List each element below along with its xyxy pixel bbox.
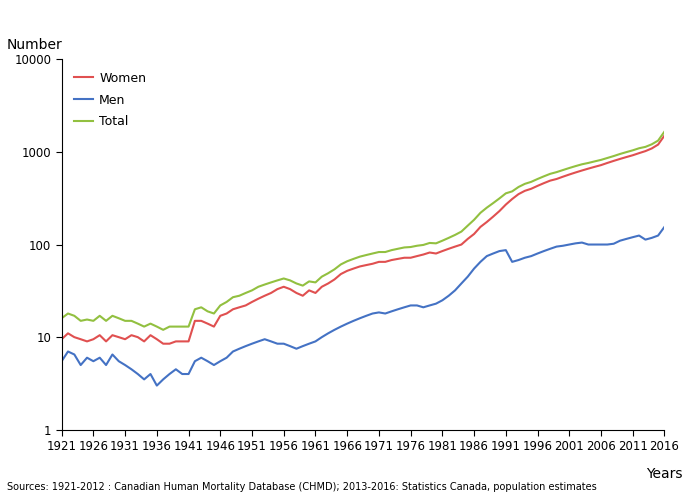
Total — [324, 270, 332, 276]
Text: Number: Number — [7, 38, 62, 52]
Men — [660, 224, 669, 230]
Total — [235, 293, 243, 299]
Total — [369, 250, 377, 256]
Men — [235, 346, 243, 352]
Men — [388, 308, 396, 314]
Men — [369, 311, 377, 317]
Line: Women: Women — [62, 135, 664, 344]
Women — [660, 132, 669, 138]
Line: Total: Total — [62, 131, 664, 330]
Women — [324, 281, 332, 287]
Total — [388, 247, 396, 253]
Total — [660, 128, 669, 134]
Text: Sources: 1921-2012 : Canadian Human Mortality Database (CHMD); 2013-2016: Statis: Sources: 1921-2012 : Canadian Human Mort… — [7, 482, 597, 492]
Women — [58, 336, 66, 342]
Legend: Women, Men, Total: Women, Men, Total — [68, 66, 152, 134]
Women — [369, 261, 377, 267]
Women — [140, 338, 148, 344]
Women — [616, 156, 624, 162]
Men — [616, 238, 624, 244]
Women — [235, 304, 243, 310]
Total — [159, 327, 167, 333]
Total — [140, 324, 148, 329]
X-axis label: Years: Years — [646, 467, 683, 481]
Women — [159, 341, 167, 347]
Men — [153, 383, 161, 389]
Total — [58, 315, 66, 321]
Men — [58, 358, 66, 364]
Men — [140, 376, 148, 382]
Women — [388, 257, 396, 263]
Total — [616, 151, 624, 157]
Line: Men: Men — [62, 227, 664, 386]
Men — [324, 330, 332, 336]
